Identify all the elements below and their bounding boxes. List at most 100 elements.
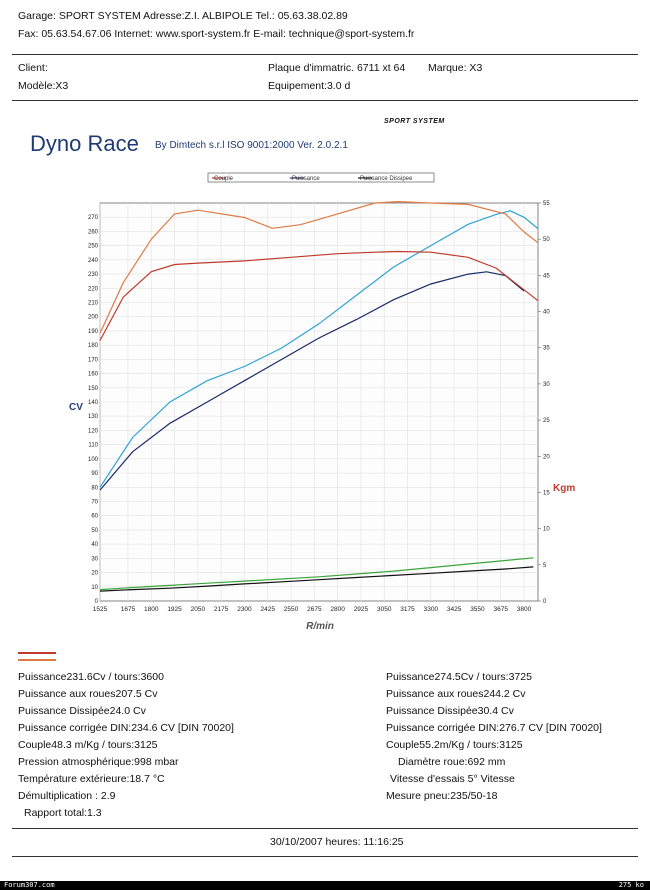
y-right-tick-label: 30 xyxy=(543,382,550,388)
report-datetime: 30/10/2007 heures: 11:16:25 xyxy=(270,836,404,848)
forum-watermark: Forum307.com xyxy=(4,881,55,889)
left-corrigee: Puissance corrigée DIN:234.6 CV [DIN 700… xyxy=(18,722,234,734)
series-puissance-line-1 xyxy=(99,210,539,488)
right-pneu: Mesure pneu:235/50-18 xyxy=(386,790,498,802)
client-label: Client: xyxy=(18,62,48,74)
y-left-tick-label: 90 xyxy=(91,471,98,477)
x-tick-label: 3300 xyxy=(424,606,439,613)
sport-system-logo: SPORT SYSTEM xyxy=(384,118,445,125)
client-divider xyxy=(12,100,638,101)
y-left-tick-label: 30 xyxy=(91,556,98,562)
left-temperature: Température extérieure:18.7 °C xyxy=(18,773,165,785)
y-right-tick-label: 10 xyxy=(543,527,550,533)
legend-label-2: Puissance Dissipee xyxy=(360,176,413,182)
legend-label-0: Couple xyxy=(214,176,234,182)
y-left-axis-label: CV xyxy=(69,402,83,413)
right-diametre: Diamètre roue:692 mm xyxy=(398,756,506,768)
x-tick-label: 3800 xyxy=(517,606,532,613)
right-couple: Couple55.2m/Kg / tours:3125 xyxy=(386,739,523,751)
y-left-tick-label: 210 xyxy=(88,301,99,307)
y-left-tick-label: 260 xyxy=(88,229,99,235)
bottom-bar: Forum307.com 275 ko xyxy=(0,881,650,890)
y-left-tick-label: 110 xyxy=(88,443,98,449)
y-left-tick-label: 160 xyxy=(88,372,99,378)
result-legend-line-2 xyxy=(18,659,56,661)
plaque-label: Plaque d'immatric. 6711 xt 64 xyxy=(268,62,406,74)
dyno-race-subtitle: By Dimtech s.r.l ISO 9001:2000 Ver. 2.0.… xyxy=(155,140,348,151)
right-dissipee: Puissance Dissipée30.4 Cv xyxy=(386,705,514,717)
legend-box xyxy=(207,172,435,183)
marque-label: Marque: X3 xyxy=(428,62,483,74)
footer-divider-bottom xyxy=(12,856,638,857)
y-right-tick-label: 0 xyxy=(543,599,547,605)
y-left-tick-label: 230 xyxy=(88,272,99,278)
series-puissance-line-0 xyxy=(99,271,525,491)
dyno-chart: Couple Puissance Puissance Dissipee 0 10 20 30… xyxy=(69,172,575,632)
x-tick-label: 3675 xyxy=(493,606,508,613)
x-tick-label: 2175 xyxy=(214,606,229,613)
series-couple-line-3 xyxy=(99,200,539,334)
y-left-tick-label: 130 xyxy=(88,414,99,420)
x-tick-label: 2050 xyxy=(191,606,206,613)
series-puissance-dissipee-line-4 xyxy=(99,566,534,592)
series-couple-line-2 xyxy=(99,250,539,341)
equipement-label: Equipement:3.0 d xyxy=(268,80,351,92)
y-left-tick-label: 250 xyxy=(88,244,99,250)
result-legend-line-1 xyxy=(18,652,56,654)
y-left-tick-label: 270 xyxy=(88,215,99,221)
y-left-tick-label: 120 xyxy=(88,428,99,434)
y-left-tick-label: 50 xyxy=(91,528,98,534)
x-tick-label: 1800 xyxy=(144,606,159,613)
y-right-tick-label: 45 xyxy=(543,273,550,279)
y-left-tick-label: 80 xyxy=(91,485,98,491)
x-tick-label: 2800 xyxy=(330,606,345,613)
y-left-tick-label: 190 xyxy=(88,329,99,335)
y-right-tick-label: 15 xyxy=(543,490,550,496)
left-demultiplication: Démultiplication : 2.9 xyxy=(18,790,116,802)
right-corrigee: Puissance corrigée DIN:276.7 CV [DIN 700… xyxy=(386,722,602,734)
y-left-tick-label: 20 xyxy=(91,571,98,577)
y-right-tick-label: 40 xyxy=(543,310,550,316)
x-tick-label: 2550 xyxy=(284,606,299,613)
right-aux-roues: Puissance aux roues244.2 Cv xyxy=(386,688,526,700)
x-axis-label: R/min xyxy=(306,621,334,632)
y-left-tick-label: 220 xyxy=(88,286,99,292)
y-right-tick-label: 20 xyxy=(543,454,550,460)
x-tick-label: 3175 xyxy=(400,606,415,613)
y-right-tick-label: 55 xyxy=(543,201,550,207)
y-left-tick-label: 60 xyxy=(91,514,98,520)
garage-header-line1: Garage: SPORT SYSTEM Adresse:Z.I. ALBIPO… xyxy=(18,10,348,22)
y-left-tick-label: 70 xyxy=(91,500,98,506)
y-left-tick-label: 40 xyxy=(91,542,98,548)
x-tick-label: 2300 xyxy=(237,606,252,613)
left-rapport: Rapport total:1.3 xyxy=(24,807,102,819)
x-tick-label: 1675 xyxy=(121,606,136,613)
right-puissance: Puissance274.5Cv / tours:3725 xyxy=(386,671,532,683)
y-left-tick-label: 0 xyxy=(95,599,99,605)
left-puissance: Puissance231.6Cv / tours:3600 xyxy=(18,671,164,683)
x-tick-label: 1925 xyxy=(167,606,182,613)
y-left-tick-label: 140 xyxy=(88,400,99,406)
y-left-tick-label: 180 xyxy=(88,343,99,349)
y-right-tick-label: 35 xyxy=(543,346,550,352)
modele-label: Modèle:X3 xyxy=(18,80,69,92)
left-dissipee: Puissance Dissipée24.0 Cv xyxy=(18,705,146,717)
y-right-tick-label: 25 xyxy=(543,418,550,424)
y-right-tick-label: 5 xyxy=(543,563,547,569)
y-left-tick-label: 240 xyxy=(88,258,99,264)
x-tick-label: 3425 xyxy=(447,606,462,613)
series-puissance-dissipee-line-5 xyxy=(99,557,534,591)
right-vitesse: Vitesse d'essais 5° Vitesse xyxy=(390,773,515,785)
left-couple: Couple48.3 m/Kg / tours:3125 xyxy=(18,739,158,751)
x-tick-label: 2425 xyxy=(261,606,276,613)
garage-header-line2: Fax: 05.63.54.67.06 Internet: www.sport-… xyxy=(18,28,415,40)
y-left-tick-label: 10 xyxy=(91,585,98,591)
x-tick-label: 2675 xyxy=(307,606,322,613)
y-right-tick-label: 50 xyxy=(543,237,550,243)
y-left-tick-label: 150 xyxy=(88,386,99,392)
dyno-race-title: Dyno Race xyxy=(30,131,139,156)
x-tick-label: 3050 xyxy=(377,606,392,613)
y-left-tick-label: 200 xyxy=(88,315,99,321)
y-right-axis-label: Kgm xyxy=(553,483,575,494)
y-left-tick-label: 170 xyxy=(88,357,99,363)
